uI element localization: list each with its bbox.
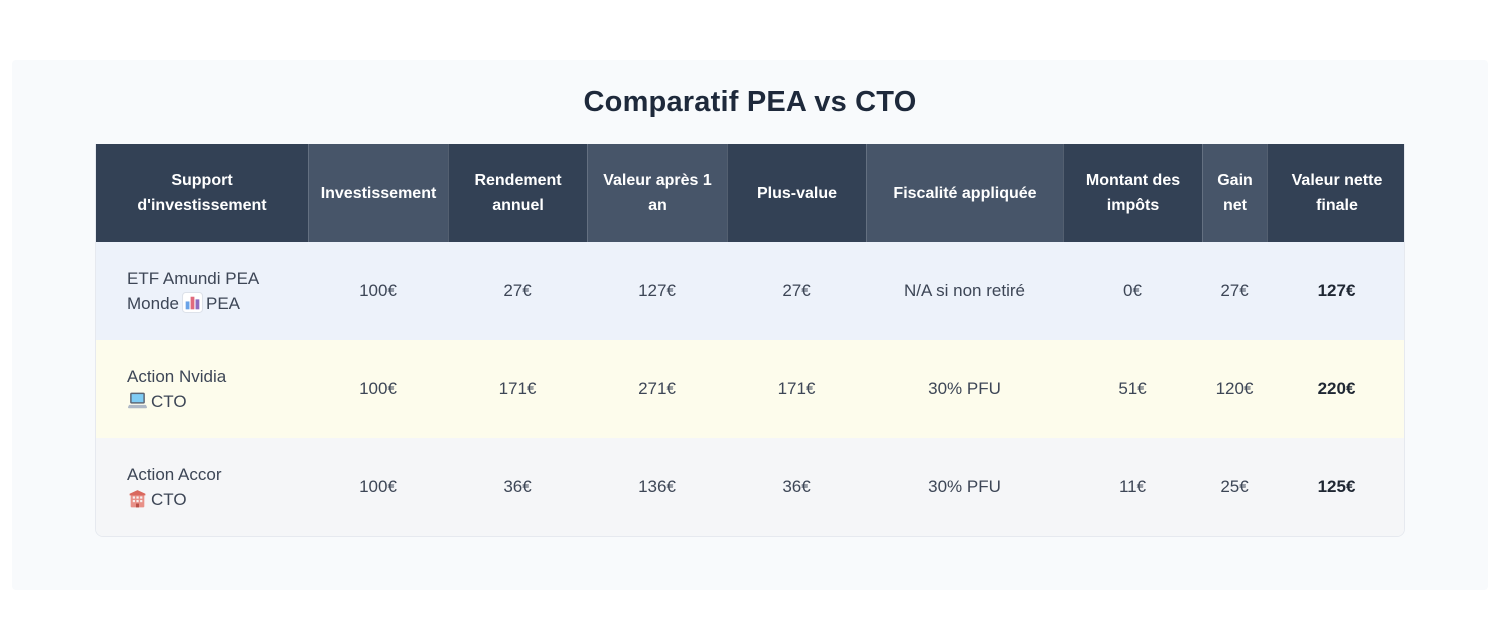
- column-header-plus-value: Plus-value: [727, 144, 866, 242]
- support-subline: Monde PEA: [127, 292, 241, 313]
- column-header-gain-net: Gain net: [1202, 144, 1267, 242]
- support-name: Action Accor: [127, 465, 222, 484]
- table-row-action-accor: Action Accor CTO 100€ 36€ 136€ 36€ 30% P…: [96, 438, 1404, 536]
- laptop-emoji: [127, 390, 148, 411]
- cell-fiscalite: 30% PFU: [866, 340, 1063, 438]
- page-title: Comparatif PEA vs CTO: [583, 86, 917, 118]
- header-row: Support d'investissement Investissement …: [96, 144, 1404, 242]
- cell-rendement: 36€: [448, 438, 587, 536]
- column-header-support: Support d'investissement: [96, 144, 308, 242]
- cell-valeur-finale: 220€: [1267, 340, 1404, 438]
- cell-valeur-1an: 271€: [587, 340, 727, 438]
- hotel-emoji: [127, 488, 148, 509]
- cell-gain-net: 120€: [1202, 340, 1267, 438]
- cell-impots: 0€: [1063, 242, 1202, 340]
- cell-fiscalite: 30% PFU: [866, 438, 1063, 536]
- cell-rendement: 171€: [448, 340, 587, 438]
- comparison-table: Support d'investissement Investissement …: [96, 144, 1404, 536]
- column-header-impots: Montant des impôts: [1063, 144, 1202, 242]
- cell-investissement: 100€: [308, 340, 448, 438]
- column-header-investissement: Investissement: [308, 144, 448, 242]
- cell-support: ETF Amundi PEA Monde PEA: [96, 242, 308, 340]
- content-panel: Comparatif PEA vs CTO Support d'investis…: [12, 60, 1488, 590]
- cell-impots: 51€: [1063, 340, 1202, 438]
- column-header-fiscalite: Fiscalité appliquée: [866, 144, 1063, 242]
- table-body: ETF Amundi PEA Monde PEA 100€ 27€ 127€ 27…: [96, 242, 1404, 536]
- cell-gain-net: 25€: [1202, 438, 1267, 536]
- cell-plus-value: 36€: [727, 438, 866, 536]
- table-row-action-nvidia: Action Nvidia CTO 100€ 171€ 271€ 171€ 30…: [96, 340, 1404, 438]
- account-tag: CTO: [151, 490, 187, 509]
- support-name: ETF Amundi PEA: [127, 269, 260, 288]
- cell-fiscalite: N/A si non retiré: [866, 242, 1063, 340]
- cell-valeur-1an: 127€: [587, 242, 727, 340]
- cell-gain-net: 27€: [1202, 242, 1267, 340]
- cell-support: Action Nvidia CTO: [96, 340, 308, 438]
- column-header-rendement: Rendement annuel: [448, 144, 587, 242]
- cell-valeur-1an: 136€: [587, 438, 727, 536]
- table-header: Support d'investissement Investissement …: [96, 144, 1404, 242]
- table-row-etf-amundi-pea: ETF Amundi PEA Monde PEA 100€ 27€ 127€ 27…: [96, 242, 1404, 340]
- account-tag: CTO: [151, 392, 187, 411]
- cell-investissement: 100€: [308, 438, 448, 536]
- support-subline: CTO: [127, 389, 302, 414]
- cell-rendement: 27€: [448, 242, 587, 340]
- cell-valeur-finale: 125€: [1267, 438, 1404, 536]
- cell-plus-value: 27€: [727, 242, 866, 340]
- support-name: Action Nvidia: [127, 367, 227, 386]
- column-header-valeur-1an: Valeur après 1 an: [587, 144, 727, 242]
- cell-investissement: 100€: [308, 242, 448, 340]
- account-tag: PEA: [205, 294, 241, 313]
- comparison-table-container: Support d'investissement Investissement …: [95, 144, 1405, 537]
- cell-valeur-finale: 127€: [1267, 242, 1404, 340]
- cell-support: Action Accor CTO: [96, 438, 308, 536]
- support-subline: CTO: [127, 487, 302, 512]
- bar-chart-emoji: [181, 292, 203, 313]
- column-header-valeur-finale: Valeur nette finale: [1267, 144, 1404, 242]
- cell-plus-value: 171€: [727, 340, 866, 438]
- cell-impots: 11€: [1063, 438, 1202, 536]
